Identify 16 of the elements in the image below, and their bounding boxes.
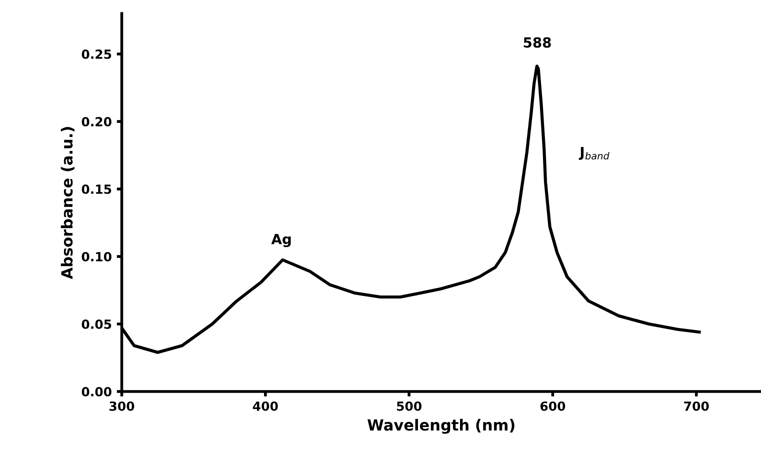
- y-axis-title: Absorbance (a.u.): [60, 127, 74, 280]
- x-tick-label: 700: [684, 401, 709, 411]
- annotation: Ag: [271, 234, 291, 248]
- x-tick-label: 300: [110, 401, 134, 411]
- y-tick-label: 0.00: [82, 386, 112, 396]
- x-tick-label: 600: [540, 401, 566, 411]
- y-tick-label: 0.25: [82, 49, 112, 59]
- x-tick-label: 400: [252, 401, 278, 411]
- x-axis-title: Wavelength (nm): [368, 418, 514, 434]
- annotation: J$_{band}$: [578, 147, 610, 160]
- y-tick-label: 0.05: [82, 319, 112, 329]
- y-tick-label: 0.15: [82, 184, 112, 194]
- x-tick-label: 500: [396, 401, 422, 411]
- y-tick-label: 0.10: [82, 252, 112, 262]
- y-tick-label: 0.20: [82, 116, 112, 126]
- annotation: 588: [524, 37, 551, 48]
